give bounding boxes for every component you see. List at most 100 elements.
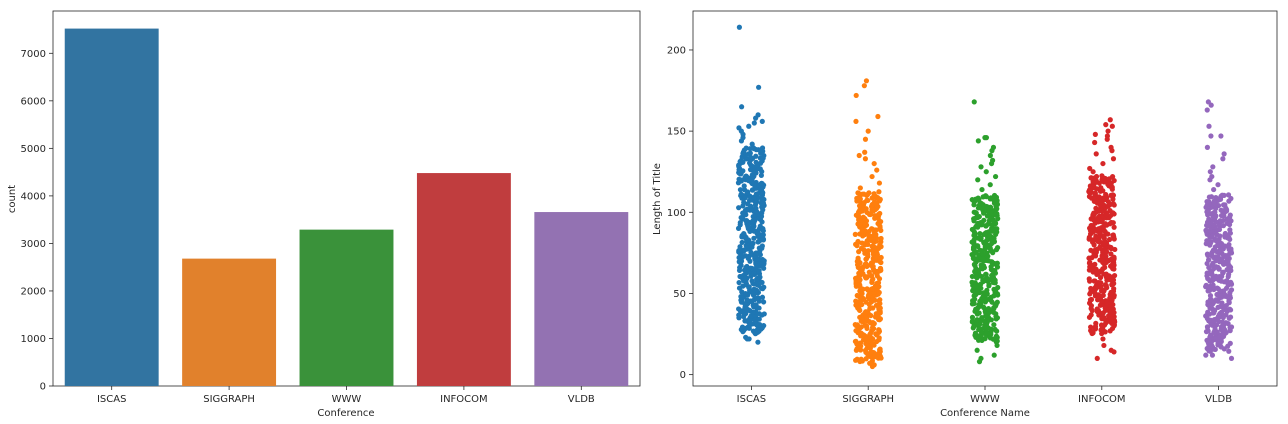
strip-point xyxy=(1220,269,1226,275)
strip-point xyxy=(753,205,759,211)
strip-point xyxy=(855,190,861,196)
strip-series-vldb xyxy=(1203,99,1235,362)
bar-chart-xlabel: Conference xyxy=(317,408,374,419)
strip-point xyxy=(1220,156,1226,162)
strip-point xyxy=(759,145,766,151)
strip-point xyxy=(1088,222,1094,229)
strip-point xyxy=(1106,236,1113,243)
strip-point xyxy=(739,289,745,295)
strip-point xyxy=(761,299,767,305)
strip-point xyxy=(871,199,878,205)
strip-point xyxy=(1207,293,1214,299)
strip-point xyxy=(978,262,984,268)
strip-point xyxy=(1227,306,1233,312)
strip-point xyxy=(876,327,882,333)
strip-point xyxy=(754,295,760,302)
strip-point xyxy=(742,187,748,193)
strip-point xyxy=(1228,287,1235,293)
strip-point xyxy=(743,253,749,259)
strip-point xyxy=(1208,102,1214,108)
strip-point xyxy=(1208,194,1215,200)
strip-point xyxy=(980,304,986,310)
strip-point xyxy=(1093,205,1099,211)
strip-point xyxy=(1096,194,1102,200)
strip-point xyxy=(869,324,876,331)
strip-point xyxy=(751,286,757,292)
strip-point xyxy=(992,326,998,332)
strip-point xyxy=(875,280,882,286)
strip-point xyxy=(852,338,859,345)
strip-point xyxy=(876,180,883,186)
strip-point xyxy=(736,306,742,312)
strip-point xyxy=(855,255,861,261)
strip-point xyxy=(750,328,757,334)
strip-point xyxy=(1110,156,1117,162)
strip-point xyxy=(759,294,766,300)
bar-ytick-label: 4000 xyxy=(21,191,46,202)
strip-point xyxy=(760,232,766,238)
strip-point xyxy=(1227,212,1233,218)
bar-ytick-label: 0 xyxy=(40,382,46,393)
strip-point xyxy=(1215,182,1221,188)
strip-point xyxy=(993,333,1000,339)
strip-point xyxy=(1204,324,1211,330)
strip-point xyxy=(1099,173,1105,179)
strip-point xyxy=(1092,190,1098,196)
strip-point xyxy=(1111,254,1117,260)
strip-point xyxy=(870,305,876,311)
strip-point xyxy=(1227,314,1234,320)
strip-point xyxy=(761,284,767,290)
strip-xtick-label: SIGGRAPH xyxy=(842,394,894,405)
strip-point xyxy=(862,149,868,155)
strip-point xyxy=(737,244,743,250)
strip-point xyxy=(1088,175,1094,181)
strip-point xyxy=(1088,324,1094,330)
strip-point xyxy=(860,214,866,220)
bar-www xyxy=(299,229,394,386)
strip-point xyxy=(1105,128,1111,134)
strip-point xyxy=(862,136,869,142)
bar-chart-panel: 0 1000 2000 3000 4000 5000 6000 7000 ISCAS SIGGR… xyxy=(7,10,641,419)
strip-point xyxy=(1226,348,1232,354)
strip-point xyxy=(1208,133,1214,139)
strip-point xyxy=(989,272,995,279)
bar-vldb xyxy=(534,212,629,386)
strip-point xyxy=(875,113,881,120)
strip-point xyxy=(1109,174,1116,180)
strip-point xyxy=(866,190,872,196)
strip-point xyxy=(1101,342,1107,349)
strip-point xyxy=(1088,247,1094,253)
strip-point xyxy=(1110,232,1116,238)
strip-point xyxy=(1096,238,1103,244)
bar-siggraph xyxy=(182,258,277,386)
strip-point xyxy=(1211,186,1217,193)
strip-point xyxy=(736,176,742,182)
strip-point xyxy=(1093,151,1099,157)
strip-point xyxy=(876,189,882,195)
strip-point xyxy=(1110,192,1116,198)
strip-point xyxy=(753,115,759,121)
strip-point xyxy=(988,160,995,167)
strip-point xyxy=(1107,117,1113,123)
strip-point xyxy=(751,120,757,126)
strip-point xyxy=(1206,257,1212,263)
strip-point xyxy=(743,334,749,340)
strip-point xyxy=(984,287,990,293)
strip-point xyxy=(1224,278,1230,284)
strip-ytick-label: 200 xyxy=(667,45,686,56)
strip-point xyxy=(974,289,981,295)
strip-point xyxy=(1107,207,1113,214)
strip-point xyxy=(971,209,977,215)
strip-point xyxy=(1213,273,1219,279)
bar-infocom xyxy=(416,173,511,386)
strip-point xyxy=(1109,123,1115,129)
strip-point xyxy=(1217,218,1223,224)
strip-point xyxy=(741,199,747,206)
strip-point xyxy=(1228,355,1235,362)
strip-xtick-label: VLDB xyxy=(1205,394,1232,405)
strip-point xyxy=(1219,192,1225,198)
strip-point xyxy=(864,286,870,292)
strip-point xyxy=(1102,282,1109,288)
strip-series-www xyxy=(969,99,1001,365)
strip-point xyxy=(863,323,870,329)
